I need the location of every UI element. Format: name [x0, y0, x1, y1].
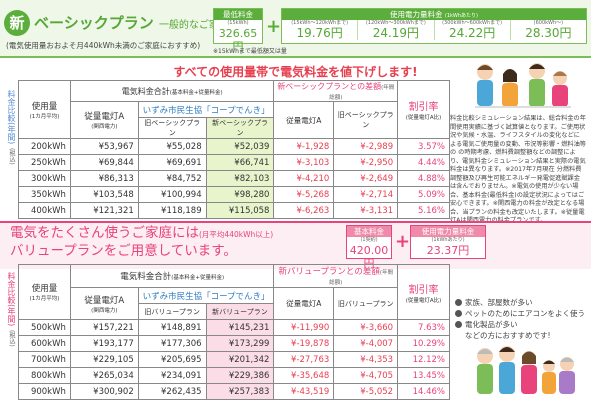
value-plan-header: [0, 221, 591, 269]
total-header: 電気料金合計(基本料金+従量料金): [69, 80, 275, 102]
tier-3: (300kWh〜600kWhまで) 24.22円: [435, 20, 511, 40]
value-base-fee-value: 420.00円: [349, 244, 389, 270]
basic-plan-note: (電気使用量おおよそ月440kWh未満のご家庭におすすめ): [6, 41, 201, 50]
table-row: 250kWh ¥69,844 ¥69,691 ¥66,741 ¥-3,103 ¥…: [18, 154, 450, 171]
fee-note: ※15kWhまで最低額又は量: [213, 48, 287, 55]
usage-fee-label: 使用電力量料金 (1kWhあたり): [282, 9, 586, 20]
col-diff-b-header: 旧バリュープラン: [333, 287, 399, 320]
coop-header: いずみ市民生協「コープでんき」: [137, 101, 275, 118]
col-new-header: 新ベーシックプラン: [205, 117, 275, 139]
table-row: 800kWh ¥265,034 ¥234,091 ¥229,386 ¥-35,6…: [18, 367, 450, 384]
table-row: 700kWh ¥229,105 ¥205,695 ¥201,342 ¥-27,7…: [18, 351, 450, 368]
tier-4: (600kWh〜) 28.30円: [525, 20, 572, 40]
col-current-header: 従量電灯A (関西電力): [69, 101, 139, 139]
col-old-header: 旧ベーシックプラン: [137, 117, 207, 139]
bullet-icon: [455, 299, 462, 306]
table-row: 400kWh ¥121,321 ¥118,189 ¥115,058 ¥-6,26…: [18, 202, 450, 219]
col-new-header: 新バリュープラン: [205, 303, 275, 320]
list-item: 家族、部屋数が多い: [455, 297, 585, 308]
coop-header: いずみ市民生協「コープでんき」: [137, 287, 275, 304]
family-illustration: [477, 346, 575, 394]
family-illustration: [475, 63, 571, 108]
basic-side-label: 料金比較(年間) (税込): [7, 90, 16, 165]
list-item: ペットのためにエアコンをよく使う: [455, 308, 585, 319]
diff-header: 新ベーシックプランとの差額(年間総額): [273, 80, 399, 102]
list-item: 電化製品が多い: [455, 319, 585, 330]
value-usage-fee-box: 使用電力量料金 (1kWhあたり) 23.37円: [410, 225, 486, 259]
basic-base-fee-box: 最低料金 (15kWh) 326.65円: [213, 8, 263, 53]
base-fee-small: (15kWh): [227, 20, 249, 26]
tier-2: (120kWh〜300kWhまで) 24.19円: [358, 20, 435, 40]
value-usage-fee-value: 23.37円: [426, 244, 470, 257]
total-header: 電気料金合計(基本料金+従量料金): [69, 264, 275, 288]
new-badge: 新: [4, 10, 30, 36]
col-current-header: 従量電灯A (関西電力): [69, 287, 139, 320]
table-row: 300kWh ¥86,313 ¥84,752 ¥82,103 ¥-4,210 ¥…: [18, 170, 450, 187]
bullet-note: などの方におすすめです!: [465, 331, 551, 340]
table-row: 200kWh ¥53,967 ¥55,028 ¥52,039 ¥-1,928 ¥…: [18, 138, 450, 155]
bullet-icon: [455, 310, 462, 317]
value-base-fee-label: 基本料金: [347, 226, 391, 237]
recommend-list: 家族、部屋数が多い ペットのためにエアコンをよく使う 電化製品が多い などの方に…: [455, 297, 585, 341]
col-diff-b-header: 旧ベーシックプラン: [333, 101, 399, 139]
table-row: 500kWh ¥157,221 ¥148,891 ¥145,231 ¥-11,9…: [18, 319, 450, 336]
value-usage-fee-label: 使用電力量料金: [411, 226, 485, 237]
col-old-header: 旧バリュープラン: [137, 303, 207, 320]
explanation-text: 料金比較シミュレーション結果は、総合料金の年間使用実績に基づく試算値となります。…: [450, 115, 586, 224]
base-fee-label: 最低料金: [214, 9, 262, 20]
col-diff-a-header: 従量電灯A: [273, 101, 335, 139]
bullet-icon: [455, 321, 462, 328]
table-row: 350kWh ¥103,548 ¥100,994 ¥98,280 ¥-5,268…: [18, 186, 450, 203]
col-usage-header: 使用量 (1カ月平均): [18, 264, 71, 320]
col-usage-header: 使用量 (1カ月平均): [18, 80, 71, 139]
col-diff-a-header: 従量電灯A: [273, 287, 335, 320]
table-row: 600kWh ¥193,177 ¥177,306 ¥173,299 ¥-19,8…: [18, 335, 450, 352]
plus-icon: +: [266, 16, 282, 37]
basic-plan-table: 使用量 (1カ月平均) 電気料金合計(基本料金+従量料金) 新ベーシックプランとの…: [18, 80, 450, 219]
basic-usage-fee-box: 使用電力量料金 (1kWhあたり) (15kWh〜120kWhまで) 19.76…: [281, 8, 587, 44]
diff-header: 新バリュープランとの差額(年間総額): [273, 264, 399, 288]
table-row: 900kWh ¥300,902 ¥262,435 ¥257,383 ¥-43,5…: [18, 383, 450, 400]
basic-plan-title: ベーシックプラン 一般的なご家庭に: [34, 14, 239, 32]
tier-1: (15kWh〜120kWhまで) 19.76円: [282, 20, 359, 40]
base-fee-value: 326.65円: [218, 27, 258, 53]
rate-header: 割引率 (従量電灯A比): [397, 80, 450, 139]
plus-icon: +: [395, 231, 411, 252]
value-base-fee-box: 基本料金 (1契約) 420.00円: [346, 225, 392, 270]
value-plan-table: 使用量 (1カ月平均) 電気料金合計(基本料金+従量料金) 新バリュープランとの差…: [18, 264, 450, 400]
rate-header: 割引率 (従量電灯A比): [397, 264, 450, 320]
value-plan-title: 電気をたくさん使うご家庭には(月平均440kWh以上) バリュープランをご用意し…: [10, 225, 274, 259]
basic-catch-copy: すべての使用量帯で電気料金を値下げします!: [173, 65, 418, 79]
value-side-label: 料金比較(年間) (税込): [7, 272, 16, 347]
